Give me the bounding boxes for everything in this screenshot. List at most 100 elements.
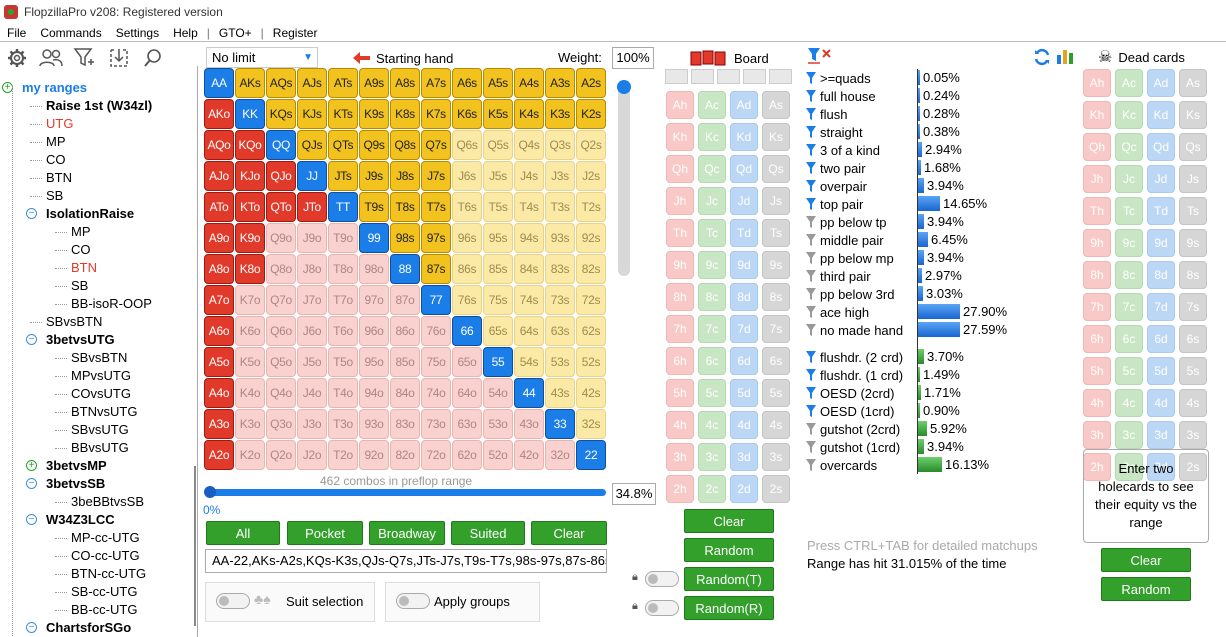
hand-cell-J8o[interactable]: J8o (297, 254, 327, 284)
hand-cell-42s[interactable]: 42s (576, 378, 606, 408)
hand-cell-33[interactable]: 33 (545, 409, 575, 439)
board-card-Kc[interactable]: Kc (698, 123, 726, 151)
filter-icon[interactable] (806, 108, 816, 120)
hand-cell-K6o[interactable]: K6o (235, 316, 265, 346)
hand-cell-T8o[interactable]: T8o (328, 254, 358, 284)
users-icon[interactable] (34, 45, 68, 71)
dead-card-6h[interactable]: 6h (1083, 325, 1111, 353)
board-card-Jh[interactable]: Jh (666, 187, 694, 215)
hand-cell-86s[interactable]: 86s (452, 254, 482, 284)
filter-icon[interactable] (806, 90, 816, 102)
suit-selection-toggle[interactable] (216, 593, 250, 609)
dead-card-Ad[interactable]: Ad (1147, 69, 1175, 97)
tree-item[interactable]: BTN (71, 260, 97, 275)
dead-card-5s[interactable]: 5s (1179, 357, 1207, 385)
hand-cell-95s[interactable]: 95s (483, 223, 513, 253)
hand-cell-K6s[interactable]: K6s (452, 99, 482, 129)
dead-card-8s[interactable]: 8s (1179, 261, 1207, 289)
hand-cell-93o[interactable]: 93o (359, 409, 389, 439)
stat-row[interactable]: pp below mp (806, 249, 894, 267)
dead-card-Jh[interactable]: Jh (1083, 165, 1111, 193)
hand-cell-77[interactable]: 77 (421, 285, 451, 315)
hand-cell-J2s[interactable]: J2s (576, 161, 606, 191)
dead-card-5c[interactable]: 5c (1115, 357, 1143, 385)
hand-cell-K7s[interactable]: K7s (421, 99, 451, 129)
hand-cell-42o[interactable]: 42o (514, 440, 544, 470)
hand-cell-T9s[interactable]: T9s (359, 192, 389, 222)
stat-row[interactable]: straight (806, 123, 863, 141)
hand-cell-Q7s[interactable]: Q7s (421, 130, 451, 160)
dead-card-3c[interactable]: 3c (1115, 421, 1143, 449)
hand-cell-Q3o[interactable]: Q3o (266, 409, 296, 439)
hand-cell-T3s[interactable]: T3s (545, 192, 575, 222)
board-card-Ac[interactable]: Ac (698, 91, 726, 119)
hand-cell-Q7o[interactable]: Q7o (266, 285, 296, 315)
filter-icon[interactable] (806, 387, 816, 399)
hand-cell-JTo[interactable]: JTo (297, 192, 327, 222)
board-card-5s[interactable]: 5s (762, 379, 790, 407)
tree-item[interactable]: CO-cc-UTG (71, 548, 140, 563)
hand-cell-J6s[interactable]: J6s (452, 161, 482, 191)
board-card-Qd[interactable]: Qd (730, 155, 758, 183)
hand-cell-74s[interactable]: 74s (514, 285, 544, 315)
dead-card-3s[interactable]: 3s (1179, 421, 1207, 449)
tree-item[interactable]: BTN (46, 170, 72, 185)
hand-cell-96s[interactable]: 96s (452, 223, 482, 253)
hand-cell-ATo[interactable]: ATo (204, 192, 234, 222)
hand-cell-T7s[interactable]: T7s (421, 192, 451, 222)
dead-card-Qh[interactable]: Qh (1083, 133, 1111, 161)
dead-card-Th[interactable]: Th (1083, 197, 1111, 225)
dead-card-As[interactable]: As (1179, 69, 1207, 97)
tree-item[interactable]: 3betvsUTG (46, 332, 115, 347)
hand-cell-Q2s[interactable]: Q2s (576, 130, 606, 160)
menu-file[interactable]: File (7, 25, 27, 40)
game-type-select[interactable]: No limit ▼ (206, 47, 318, 68)
board-card-5h[interactable]: 5h (666, 379, 694, 407)
hand-cell-54o[interactable]: 54o (483, 378, 513, 408)
board-slot[interactable] (769, 69, 792, 84)
hand-cell-A5s[interactable]: A5s (483, 68, 513, 98)
dead-card-7h[interactable]: 7h (1083, 293, 1111, 321)
tree-item[interactable]: W34Z3LCC (46, 512, 115, 527)
hand-cell-JJ[interactable]: JJ (297, 161, 327, 191)
dead-card-7s[interactable]: 7s (1179, 293, 1207, 321)
hand-cell-Q6s[interactable]: Q6s (452, 130, 482, 160)
dead-card-Qd[interactable]: Qd (1147, 133, 1175, 161)
hand-cell-A7s[interactable]: A7s (421, 68, 451, 98)
filter-icon[interactable] (806, 288, 816, 300)
menu-commands[interactable]: Commands (40, 25, 102, 40)
filter-icon[interactable] (806, 369, 816, 381)
hand-cell-Q8o[interactable]: Q8o (266, 254, 296, 284)
hand-cell-ATs[interactable]: ATs (328, 68, 358, 98)
hand-cell-96o[interactable]: 96o (359, 316, 389, 346)
tree-item[interactable]: BTN-cc-UTG (71, 566, 147, 581)
board-card-2s[interactable]: 2s (762, 475, 790, 503)
hand-cell-K3o[interactable]: K3o (235, 409, 265, 439)
collapse-icon[interactable]: − (26, 514, 37, 525)
dead-card-9h[interactable]: 9h (1083, 229, 1111, 257)
weight-slider[interactable] (617, 80, 631, 276)
hand-cell-KK[interactable]: KK (235, 99, 265, 129)
dead-clear-button[interactable]: Clear (1101, 548, 1191, 572)
hand-cell-A8s[interactable]: A8s (390, 68, 420, 98)
hand-cell-JTs[interactable]: JTs (328, 161, 358, 191)
hand-cell-J8s[interactable]: J8s (390, 161, 420, 191)
hand-cell-T3o[interactable]: T3o (328, 409, 358, 439)
apply-groups-toggle[interactable] (396, 593, 430, 609)
board-card-9d[interactable]: 9d (730, 251, 758, 279)
hand-cell-64s[interactable]: 64s (514, 316, 544, 346)
hand-cell-73o[interactable]: 73o (421, 409, 451, 439)
dead-card-4h[interactable]: 4h (1083, 389, 1111, 417)
menu-settings[interactable]: Settings (115, 25, 160, 40)
stat-row[interactable]: full house (806, 87, 876, 105)
stat-row[interactable]: flush (806, 105, 847, 123)
all-button[interactable]: All (206, 521, 280, 545)
board-card-2h[interactable]: 2h (666, 475, 694, 503)
board-slot[interactable] (691, 69, 714, 84)
dead-card-Kh[interactable]: Kh (1083, 101, 1111, 129)
hand-cell-T4o[interactable]: T4o (328, 378, 358, 408)
hand-cell-K5s[interactable]: K5s (483, 99, 513, 129)
filter-icon[interactable] (806, 324, 816, 336)
filter-icon[interactable] (806, 270, 816, 282)
range-slider[interactable] (204, 486, 606, 498)
